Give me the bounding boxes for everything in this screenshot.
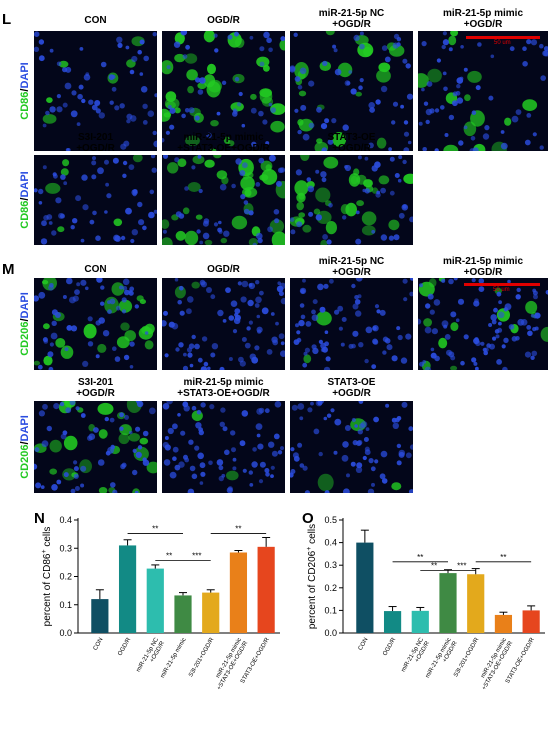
micrograph-l-ogdr bbox=[162, 31, 285, 151]
cd206-bar bbox=[411, 610, 429, 633]
cd206-y-tick-label: 0.5 bbox=[324, 515, 337, 525]
cd206-significance-label: *** bbox=[457, 561, 466, 570]
cd206-bar bbox=[356, 542, 374, 633]
panel-letter-o: O bbox=[302, 510, 314, 527]
panel-m-title-nc: miR-21-5p NC +OGD/R bbox=[318, 256, 385, 278]
cd86-bar bbox=[202, 592, 220, 633]
cd86-y-tick-label: 0.3 bbox=[59, 543, 72, 553]
scale-bar-l bbox=[466, 36, 540, 39]
micrograph-l-nc bbox=[290, 31, 413, 151]
micrograph-l-con bbox=[34, 31, 157, 151]
row-label-cd86-dapi-2: CD86/DAPI bbox=[19, 171, 31, 229]
cd206-y-tick-label: 0.3 bbox=[324, 560, 337, 570]
cd206-y-tick-label: 0.0 bbox=[324, 628, 337, 638]
cd206-bar bbox=[494, 614, 513, 633]
micrograph-l-stat3oe bbox=[290, 155, 413, 245]
micrograph-m-ogdr bbox=[162, 278, 285, 370]
micrograph-m-mimic-stat3 bbox=[162, 401, 285, 493]
panel-l-title-con: CON bbox=[84, 15, 107, 26]
cd86-bar bbox=[118, 545, 137, 633]
cd206-significance-label: ** bbox=[417, 553, 423, 562]
cd86-bar bbox=[91, 599, 109, 633]
cd86-x-tick-label: miR-21-5p NC+OGD/R bbox=[136, 636, 167, 676]
row-label-cd206-dapi-1: CD206/DAPI bbox=[19, 292, 31, 356]
cd86-bar bbox=[257, 546, 275, 633]
bar-chart-cd206: percent of CD206+ cells 0.0 0.1 0.2 0.3 0.4 0.… bbox=[306, 515, 545, 691]
cd86-y-tick-label: 0.0 bbox=[59, 628, 72, 638]
micrograph-l-mimic-stat3 bbox=[162, 155, 285, 245]
cd86-bar bbox=[146, 568, 164, 633]
panel-m-title-con: CON bbox=[84, 264, 107, 275]
row-label-cd86-dapi-1: CD86/DAPI bbox=[19, 62, 31, 120]
cd206-y-tick-label: 0.1 bbox=[324, 605, 337, 615]
cd86-y-tick-label: 0.2 bbox=[59, 572, 72, 582]
panel-l-title-ogdr: OGD/R bbox=[207, 15, 240, 26]
scale-bar-label-m: 50 um bbox=[493, 287, 510, 293]
panel-letter-n: N bbox=[34, 510, 45, 527]
micrograph-m-mimic bbox=[418, 278, 548, 370]
cd86-bar bbox=[229, 552, 248, 633]
micrograph-m-nc bbox=[290, 278, 413, 370]
cd86-x-tick-label: CON bbox=[93, 637, 105, 652]
panel-m-title-ogdr: OGD/R bbox=[207, 264, 240, 275]
cd206-bar bbox=[467, 574, 485, 633]
cd86-bar bbox=[174, 595, 192, 633]
scale-bar-label-l: 50 um bbox=[494, 40, 511, 46]
cd206-x-tick-label: CON bbox=[358, 637, 370, 652]
cd206-significance-label: ** bbox=[500, 553, 506, 562]
micrograph-l-s3i bbox=[34, 155, 157, 245]
panel-l-title-mimic-stat3: miR-21-5p mimic +STAT3-OE+OGD/R bbox=[177, 132, 270, 154]
cd86-y-axis-label: percent of CD86+ cells bbox=[41, 527, 53, 627]
cd206-bar bbox=[383, 611, 402, 633]
cd86-significance-label: ** bbox=[152, 525, 158, 534]
scale-bar-m bbox=[464, 283, 540, 286]
panel-l-title-mimic: miR-21-5p mimic +OGD/R bbox=[442, 8, 524, 30]
cd206-x-tick-label: OGD/R bbox=[382, 636, 397, 657]
cd86-x-tick-label: S3I-201+OGD/R bbox=[188, 636, 216, 678]
cd86-y-tick-label: 0.1 bbox=[59, 600, 72, 610]
cd86-significance-label: ** bbox=[235, 525, 241, 534]
panel-m-title-mimic-stat3: miR-21-5p mimic +STAT3-OE+OGD/R bbox=[177, 377, 270, 399]
panel-m-title-mimic: miR-21-5p mimic +OGD/R bbox=[442, 256, 524, 278]
micrograph-m-s3i bbox=[34, 401, 157, 493]
cd206-bar bbox=[522, 610, 540, 633]
panel-m-title-s3i: S3I-201 +OGD/R bbox=[76, 377, 115, 399]
micrograph-l-mimic bbox=[418, 31, 548, 151]
micrograph-m-stat3oe bbox=[290, 401, 413, 493]
micrograph-m-con bbox=[34, 278, 157, 370]
cd206-y-tick-label: 0.2 bbox=[324, 583, 337, 593]
cd86-x-tick-label: OGD/R bbox=[117, 636, 132, 657]
cd206-y-tick-label: 0.4 bbox=[324, 538, 337, 548]
panel-l-title-nc: miR-21-5p NC +OGD/R bbox=[318, 8, 385, 30]
panel-letter-l: L bbox=[2, 11, 12, 28]
cd206-x-tick-label: miR-21-5p NC+OGD/R bbox=[401, 636, 432, 676]
panel-l-title-s3i: S3I-201 +OGD/R bbox=[76, 132, 115, 154]
panel-m-title-stat3oe: STAT3-OE +OGD/R bbox=[327, 377, 376, 399]
cd206-significance-label: ** bbox=[431, 561, 437, 570]
bar-chart-cd86: percent of CD86+ cells0.00.10.20.30.4***… bbox=[41, 515, 280, 691]
cd86-significance-label: *** bbox=[192, 551, 201, 560]
panel-l-title-stat3oe: STAT3-OE +OGD/R bbox=[327, 132, 376, 154]
cd206-bar bbox=[439, 573, 457, 633]
row-label-cd206-dapi-2: CD206/DAPI bbox=[19, 415, 31, 479]
cd86-significance-label: ** bbox=[166, 551, 172, 560]
cd86-y-tick-label: 0.4 bbox=[59, 515, 72, 525]
panel-letter-m: M bbox=[2, 261, 15, 278]
cd206-y-axis-label: percent of CD206+ cells bbox=[306, 524, 318, 629]
